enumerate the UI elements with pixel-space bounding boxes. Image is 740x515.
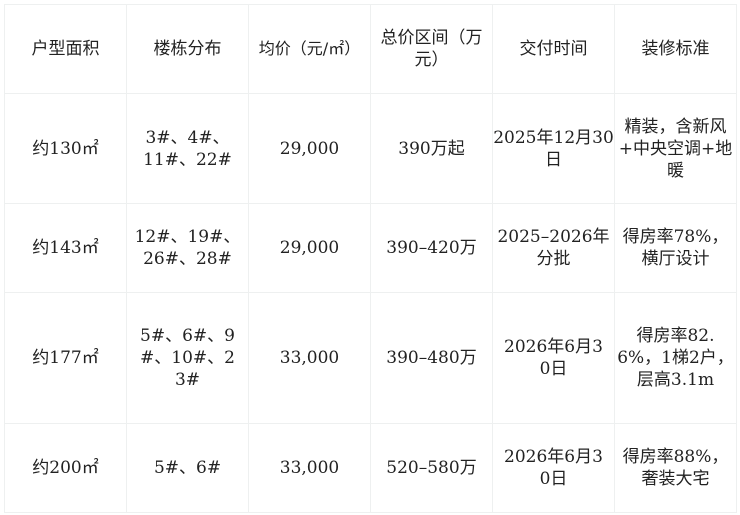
cell-total-price: 520–580万 — [370, 423, 493, 513]
cell-area: 约177㎡ — [4, 292, 127, 424]
cell-avg-price: 29,000 — [248, 93, 371, 204]
cell-total-price: 390–480万 — [370, 292, 493, 424]
cell-decoration: 得房率82.6%，1梯2户，层高3.1m — [614, 292, 737, 424]
cell-buildings: 3#、4#、11#、22# — [126, 93, 249, 204]
cell-delivery: 2025年12月30日 — [492, 93, 615, 204]
cell-buildings: 12#、19#、26#、28# — [126, 203, 249, 293]
cell-area: 约143㎡ — [4, 203, 127, 293]
cell-delivery: 2025–2026年分批 — [492, 203, 615, 293]
header-delivery: 交付时间 — [492, 4, 615, 94]
header-buildings: 楼栋分布 — [126, 4, 249, 94]
header-area: 户型面积 — [4, 4, 127, 94]
cell-avg-price: 33,000 — [248, 292, 371, 424]
cell-avg-price: 29,000 — [248, 203, 371, 293]
cell-avg-price: 33,000 — [248, 423, 371, 513]
housing-table: 户型面积 楼栋分布 均价（元/㎡） 总价区间（万元） 交付时间 装修标准 约13… — [4, 4, 737, 513]
cell-area: 约130㎡ — [4, 93, 127, 204]
cell-decoration: 得房率88%，奢装大宅 — [614, 423, 737, 513]
cell-area: 约200㎡ — [4, 423, 127, 513]
cell-delivery: 2026年6月30日 — [492, 292, 615, 424]
header-total-price: 总价区间（万元） — [370, 4, 493, 94]
header-decoration: 装修标准 — [614, 4, 737, 94]
cell-buildings: 5#、6#、9#、10#、23# — [126, 292, 249, 424]
cell-decoration: 得房率78%，横厅设计 — [614, 203, 737, 293]
cell-buildings: 5#、6# — [126, 423, 249, 513]
header-row: 户型面积 楼栋分布 均价（元/㎡） 总价区间（万元） 交付时间 装修标准 — [4, 4, 737, 94]
header-avg-price: 均价（元/㎡） — [248, 4, 371, 94]
table-row: 约130㎡ 3#、4#、11#、22# 29,000 390万起 2025年12… — [4, 93, 737, 204]
table-row: 约200㎡ 5#、6# 33,000 520–580万 2026年6月30日 得… — [4, 423, 737, 513]
table-row: 约143㎡ 12#、19#、26#、28# 29,000 390–420万 20… — [4, 203, 737, 293]
cell-total-price: 390万起 — [370, 93, 493, 204]
cell-decoration: 精装，含新风+中央空调+地暖 — [614, 93, 737, 204]
table-row: 约177㎡ 5#、6#、9#、10#、23# 33,000 390–480万 2… — [4, 292, 737, 424]
cell-delivery: 2026年6月30日 — [492, 423, 615, 513]
cell-total-price: 390–420万 — [370, 203, 493, 293]
